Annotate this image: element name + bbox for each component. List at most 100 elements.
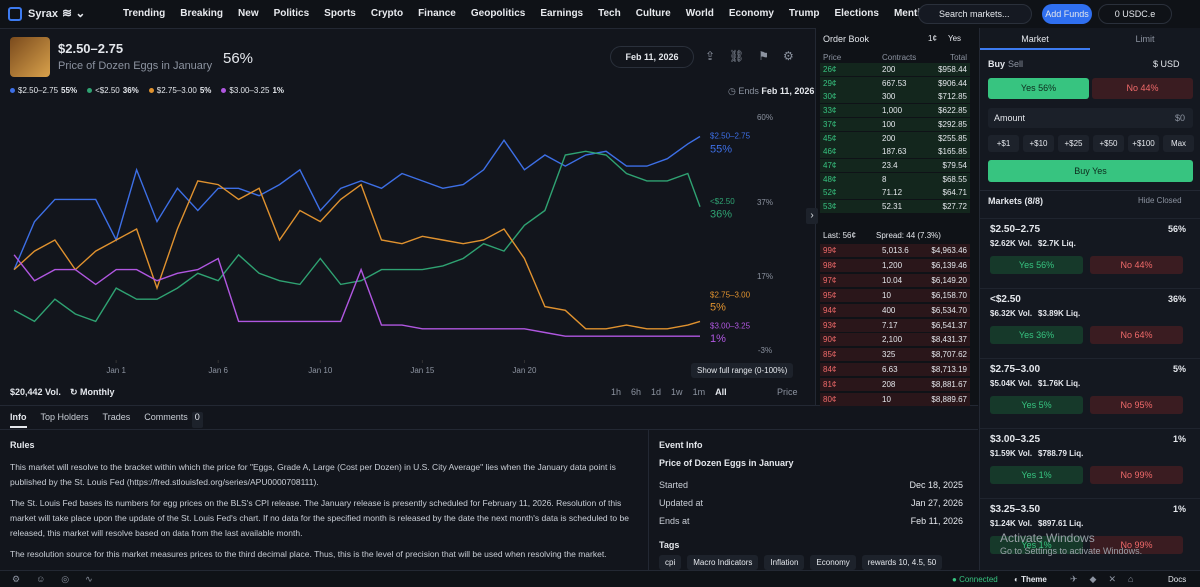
order-row[interactable]: 85¢ 325 $8,707.62: [820, 348, 970, 362]
social-icons[interactable]: ✈◆✕⌂: [1070, 574, 1146, 584]
side-select[interactable]: Yes: [948, 34, 962, 43]
legend-item[interactable]: $3.00–3.25 1%: [221, 86, 284, 95]
hide-closed[interactable]: Hide Closed: [1138, 196, 1182, 205]
footer-icons[interactable]: ⚙☺◎∿: [12, 574, 109, 584]
tag[interactable]: Macro Indicators: [687, 555, 759, 570]
legend-item[interactable]: <$2.50 36%: [87, 86, 139, 95]
nav-item[interactable]: Breaking: [180, 8, 224, 19]
quick-amount[interactable]: +$50: [1093, 135, 1124, 152]
order-row[interactable]: 94¢ 400 $6,534.70: [820, 303, 970, 317]
order-row[interactable]: 33¢ 1,000 $622.85: [820, 104, 970, 118]
order-row[interactable]: 99¢ 5,013.6 $4,963.46: [820, 244, 970, 257]
market-yes[interactable]: Yes 56%: [990, 256, 1083, 274]
nav-item[interactable]: Economy: [728, 8, 774, 19]
order-row[interactable]: 84¢ 6.63 $8,713.19: [820, 363, 970, 377]
range-button[interactable]: 1d: [651, 387, 662, 397]
trade-tab[interactable]: Limit: [1135, 34, 1155, 44]
brand-logo[interactable]: [8, 7, 22, 21]
order-row[interactable]: 98¢ 1,200 $6,139.46: [820, 258, 970, 272]
range-button[interactable]: 1h: [611, 387, 622, 397]
order-row[interactable]: 52¢ 71.12 $64.71: [820, 186, 970, 200]
tab[interactable]: Info: [10, 412, 27, 428]
currency-select[interactable]: $ USD: [1153, 59, 1180, 69]
order-row[interactable]: 90¢ 2,100 $8,431.37: [820, 333, 970, 347]
order-row[interactable]: 48¢ 8 $68.55: [820, 172, 970, 186]
order-row[interactable]: 93¢ 7.17 $6,541.37: [820, 318, 970, 332]
yes-button[interactable]: Yes 56%: [988, 78, 1089, 99]
market-yes[interactable]: Yes 5%: [990, 396, 1083, 414]
order-row[interactable]: 80¢ 10 $8,889.67: [820, 393, 970, 406]
order-row[interactable]: 46¢ 187.63 $165.85: [820, 145, 970, 159]
market-no[interactable]: No 44%: [1090, 256, 1183, 274]
add-funds-button[interactable]: Add Funds: [1042, 4, 1092, 24]
collapse-toggle[interactable]: ›: [806, 208, 818, 224]
order-row[interactable]: 97¢ 10.04 $6,149.20: [820, 273, 970, 287]
nav-item[interactable]: Earnings: [540, 8, 584, 19]
quick-amount[interactable]: +$100: [1128, 135, 1159, 152]
tag[interactable]: Economy: [810, 555, 856, 570]
buy-yes-button[interactable]: Buy Yes: [988, 160, 1193, 182]
legend-item[interactable]: $2.50–2.75 55%: [10, 86, 77, 95]
legend-item[interactable]: $2.75–3.00 5%: [148, 86, 211, 95]
theme-button[interactable]: ◐ Theme: [1014, 575, 1047, 584]
quick-amount[interactable]: +$25: [1058, 135, 1089, 152]
brand-name[interactable]: Syrax: [28, 8, 58, 20]
menu-icon[interactable]: ≋ ⌄: [62, 6, 86, 20]
range-button[interactable]: 1w: [671, 387, 683, 397]
nav-item[interactable]: Trending: [123, 8, 166, 19]
order-row[interactable]: 29¢ 667.53 $906.44: [820, 76, 970, 90]
trade-tab[interactable]: Market: [1021, 34, 1049, 44]
quick-amount[interactable]: +$10: [1023, 135, 1054, 152]
market-yes[interactable]: Yes 36%: [990, 326, 1083, 344]
order-row[interactable]: 26¢ 200 $958.44: [820, 63, 970, 76]
order-row[interactable]: 95¢ 10 $6,158.70: [820, 288, 970, 302]
market-no[interactable]: No 95%: [1090, 396, 1183, 414]
tag[interactable]: Inflation: [764, 555, 805, 570]
order-row[interactable]: 30¢ 300 $712.85: [820, 90, 970, 104]
header-icons[interactable]: ⇪⛓⚑⚙: [705, 49, 808, 63]
nav-item[interactable]: Sports: [324, 8, 356, 19]
nav-item[interactable]: New: [238, 8, 259, 19]
tag[interactable]: rewards 10, 4.5, 50: [861, 555, 943, 570]
date-selector[interactable]: Feb 11, 2026: [610, 46, 694, 68]
quick-amount[interactable]: +$1: [988, 135, 1019, 152]
order-row[interactable]: 45¢ 200 $255.85: [820, 131, 970, 145]
nav-item[interactable]: Crypto: [370, 8, 404, 19]
order-row[interactable]: 53¢ 52.31 $27.72: [820, 200, 970, 213]
sell-toggle[interactable]: Sell: [1008, 59, 1024, 69]
price-toggle[interactable]: Price: [777, 387, 798, 397]
range-button[interactable]: 1m: [692, 387, 706, 397]
market-yes[interactable]: Yes 1%: [990, 466, 1083, 484]
nav-item[interactable]: Trump: [788, 8, 820, 19]
order-row[interactable]: 81¢ 208 $8,881.67: [820, 378, 970, 392]
tab[interactable]: Trades: [102, 412, 131, 422]
docs-link[interactable]: Docs: [1168, 575, 1187, 584]
amount-input[interactable]: Amount $0: [988, 108, 1193, 128]
nav-item[interactable]: Mentions: [893, 8, 938, 19]
range-button[interactable]: All: [715, 387, 727, 397]
range-button[interactable]: 6h: [631, 387, 642, 397]
tick-select[interactable]: 1¢: [928, 34, 937, 43]
period[interactable]: ↻ Monthly: [70, 387, 115, 397]
market-no[interactable]: No 99%: [1090, 536, 1183, 554]
nav-item[interactable]: Politics: [273, 8, 310, 19]
tab[interactable]: Top Holders: [40, 412, 89, 422]
nav-item[interactable]: Finance: [418, 8, 456, 19]
order-row[interactable]: 47¢ 23.4 $79.54: [820, 158, 970, 172]
nav-item[interactable]: Geopolitics: [470, 8, 526, 19]
buy-toggle[interactable]: Buy: [988, 59, 1006, 69]
market-no[interactable]: No 99%: [1090, 466, 1183, 484]
search-box[interactable]: Search markets...: [918, 4, 1032, 24]
tab[interactable]: Comments: [144, 412, 188, 422]
tag[interactable]: cpi: [659, 555, 682, 570]
nav-item[interactable]: Elections: [834, 8, 879, 19]
balance-button[interactable]: 0 USDC.e: [1098, 4, 1172, 24]
quick-amount[interactable]: Max: [1163, 135, 1194, 152]
nav-item[interactable]: Tech: [598, 8, 621, 19]
nav-item[interactable]: World: [685, 8, 714, 19]
market-yes[interactable]: Yes 1%: [990, 536, 1083, 554]
nav-item[interactable]: Culture: [635, 8, 671, 19]
no-button[interactable]: No 44%: [1092, 78, 1193, 99]
market-no[interactable]: No 64%: [1090, 326, 1183, 344]
order-row[interactable]: 37¢ 100 $292.85: [820, 117, 970, 131]
